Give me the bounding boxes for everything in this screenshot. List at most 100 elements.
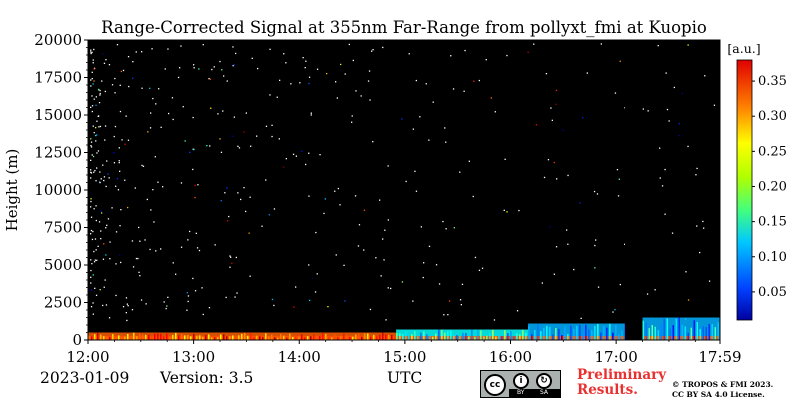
layer-texture <box>582 331 584 340</box>
speckle <box>619 60 621 62</box>
cc-license-badge[interactable]: cc i ↻ BY SA <box>480 370 561 398</box>
layer-texture <box>280 334 282 340</box>
speckle <box>368 70 371 72</box>
speckle <box>535 124 538 126</box>
speckle <box>326 73 328 75</box>
speckle <box>428 245 431 247</box>
speckle <box>119 170 121 172</box>
speckle <box>105 227 107 229</box>
y-tick-label: 20000 <box>34 31 82 49</box>
speckle <box>202 313 204 316</box>
speckle <box>678 135 680 137</box>
speckle <box>567 174 569 177</box>
layer-texture <box>540 331 542 340</box>
layer-texture <box>166 333 168 340</box>
layer-texture <box>507 333 509 340</box>
layer-texture <box>537 323 539 340</box>
speckle <box>422 276 424 279</box>
speckle <box>96 152 98 154</box>
speckle <box>233 64 235 66</box>
speckle <box>220 151 223 153</box>
x-tick-label: 17:59 <box>698 348 741 366</box>
speckle <box>103 286 105 288</box>
y-tick-label: 0 <box>72 331 82 349</box>
speckle <box>668 120 670 122</box>
speckle <box>379 199 381 201</box>
layer-texture <box>426 334 428 340</box>
layer-texture <box>600 332 602 340</box>
speckle <box>352 59 354 62</box>
speckle <box>481 267 484 269</box>
speckle <box>443 314 445 316</box>
speckle <box>94 287 96 289</box>
speckle <box>463 90 465 92</box>
layer-texture <box>286 337 288 340</box>
speckle <box>324 198 326 200</box>
speckle <box>308 195 310 197</box>
speckle <box>113 135 115 138</box>
layer-texture <box>405 330 407 340</box>
speckle <box>166 305 168 307</box>
speckle <box>99 89 101 92</box>
speckle <box>124 143 126 145</box>
speckle <box>153 221 155 223</box>
speckle <box>703 227 705 229</box>
speckle <box>90 51 92 53</box>
speckle <box>102 258 105 260</box>
speckle <box>157 181 159 183</box>
layer-texture <box>178 335 180 340</box>
speckle <box>506 54 508 57</box>
layer-texture <box>94 334 96 340</box>
speckle <box>351 115 353 117</box>
copyright-line-1: © TROPOS & FMI 2023. <box>672 380 774 389</box>
layer-texture <box>528 325 530 340</box>
speckle <box>344 300 346 302</box>
speckle <box>438 283 441 285</box>
x-tick-label: 16:00 <box>489 348 532 366</box>
speckle <box>119 84 121 86</box>
speckle <box>119 225 121 227</box>
layer-texture <box>711 324 713 340</box>
speckle <box>125 312 127 314</box>
layer-texture <box>331 337 333 340</box>
layer-texture <box>420 332 422 340</box>
speckle <box>562 129 565 131</box>
speckle <box>230 256 232 258</box>
speckle <box>115 263 117 265</box>
speckle <box>228 215 230 218</box>
speckle <box>141 87 143 89</box>
speckle <box>566 229 568 231</box>
layer-texture <box>588 329 590 340</box>
speckle <box>172 118 174 121</box>
layer-texture <box>516 333 518 340</box>
speckle <box>90 138 92 140</box>
x-tick-label: 17:00 <box>595 348 638 366</box>
speckle <box>139 275 141 277</box>
speckle <box>224 192 226 194</box>
speckle <box>163 301 165 303</box>
speckle <box>127 305 129 307</box>
layer-texture <box>531 334 533 340</box>
layer-texture <box>355 334 357 340</box>
speckle <box>151 48 153 50</box>
speckle <box>125 115 127 117</box>
layer-texture <box>118 335 120 340</box>
speckle <box>184 140 186 142</box>
speckle <box>104 90 106 93</box>
speckle <box>594 244 596 247</box>
speckle <box>168 112 170 115</box>
speckle <box>336 97 338 99</box>
x-tick-label: 15:00 <box>383 348 426 366</box>
layer-texture <box>525 332 527 340</box>
layer-texture <box>88 335 90 340</box>
speckle <box>556 178 558 180</box>
speckle <box>95 96 97 98</box>
speckle <box>187 300 189 303</box>
y-tick-label: 5000 <box>44 256 82 274</box>
speckle <box>90 289 93 291</box>
speckle <box>283 166 285 168</box>
speckle <box>187 239 189 241</box>
layer-texture <box>193 333 195 340</box>
speckle <box>99 171 101 173</box>
